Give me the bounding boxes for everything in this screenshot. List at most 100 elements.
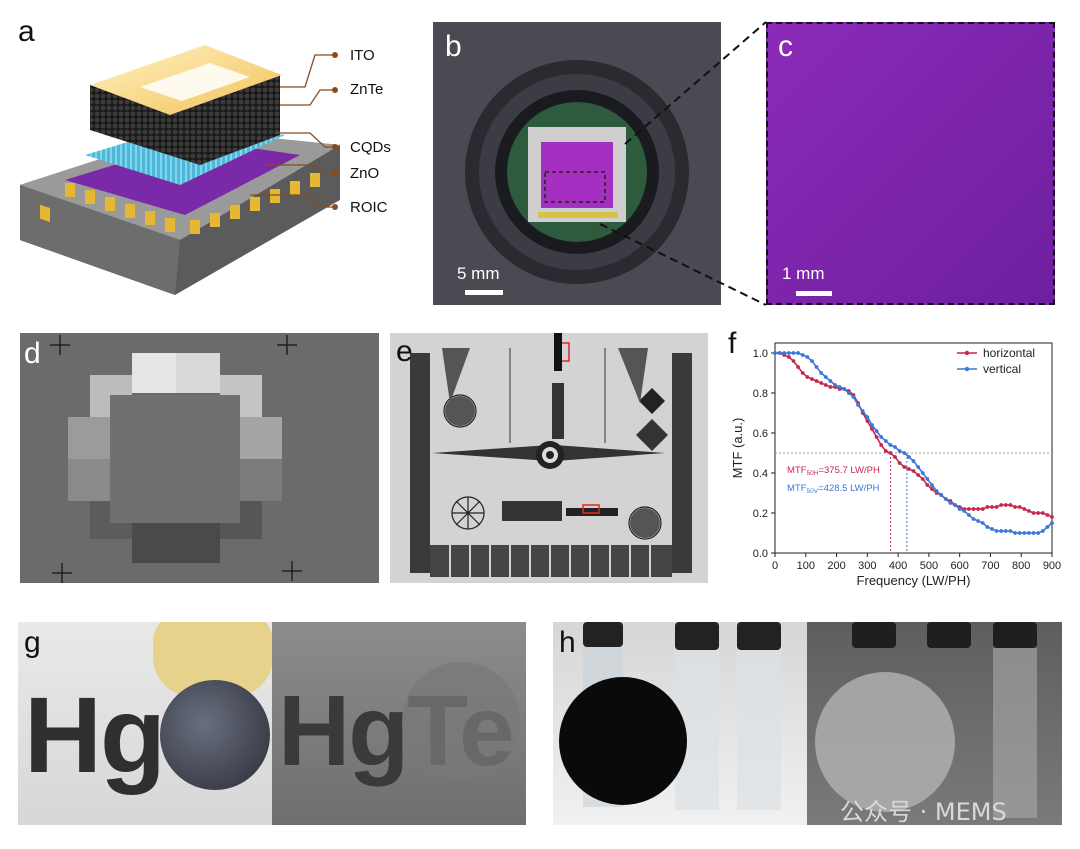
data-point-vertical bbox=[911, 459, 916, 463]
y-tick-label: 0.2 bbox=[753, 508, 768, 520]
data-point-vertical bbox=[985, 525, 990, 529]
data-point-vertical bbox=[1031, 531, 1036, 535]
data-point-vertical bbox=[1027, 531, 1031, 535]
panel-g-label: g bbox=[24, 626, 41, 659]
layer-label-znte: ZnTe bbox=[350, 81, 384, 98]
data-point-horizontal bbox=[971, 507, 976, 511]
y-tick-label: 0.6 bbox=[753, 428, 768, 440]
data-point-vertical bbox=[967, 513, 971, 517]
data-point-vertical bbox=[953, 503, 957, 507]
wafer-infrared bbox=[402, 662, 520, 780]
data-point-horizontal bbox=[1045, 513, 1050, 517]
data-point-horizontal bbox=[786, 355, 791, 359]
data-point-vertical bbox=[860, 409, 865, 413]
data-point-vertical bbox=[934, 489, 939, 493]
x-tick-label: 900 bbox=[1043, 560, 1061, 572]
gray-scale-image bbox=[20, 333, 379, 583]
panel-e-label: e bbox=[396, 335, 413, 368]
data-point-vertical bbox=[980, 521, 985, 525]
panel-c: c 1 mm bbox=[766, 22, 1055, 305]
layer-label-ito: ITO bbox=[350, 47, 375, 64]
data-point-vertical bbox=[906, 455, 911, 459]
data-point-vertical bbox=[773, 351, 777, 355]
mtf50-annotation: MTF50V=428.5 LW/PH bbox=[787, 483, 880, 495]
data-point-horizontal bbox=[916, 473, 921, 477]
legend-label-vertical: vertical bbox=[983, 362, 1021, 376]
data-point-vertical bbox=[999, 529, 1004, 533]
data-point-vertical bbox=[800, 353, 805, 357]
legend-marker-horizontal bbox=[964, 350, 970, 356]
data-point-horizontal bbox=[879, 443, 884, 447]
y-axis-label: MTF (a.u.) bbox=[730, 418, 745, 479]
x-tick-label: 500 bbox=[920, 560, 938, 572]
data-point-vertical bbox=[897, 449, 902, 453]
data-point-vertical bbox=[902, 451, 907, 455]
wafer-visible bbox=[160, 680, 270, 790]
mtf-chart: 0 100 200 300 400 500 600 700 800 900 0.0 0.2 0.4 0.6… bbox=[730, 342, 1061, 588]
data-point-vertical bbox=[971, 517, 976, 521]
data-point-vertical bbox=[823, 375, 828, 379]
panel-a-label: a bbox=[18, 15, 35, 48]
data-point-vertical bbox=[874, 429, 879, 433]
mtf50-annotation: MTF50H=375.7 LW/PH bbox=[787, 465, 880, 477]
data-point-vertical bbox=[994, 529, 999, 533]
data-point-vertical bbox=[1017, 531, 1022, 535]
data-point-horizontal bbox=[819, 381, 824, 385]
data-point-vertical bbox=[879, 435, 884, 439]
x-tick-label: 800 bbox=[1012, 560, 1030, 572]
panel-h: h bbox=[553, 622, 1062, 825]
data-point-vertical bbox=[957, 507, 962, 511]
data-point-vertical bbox=[833, 383, 837, 387]
panel-d-label: d bbox=[24, 337, 41, 370]
data-point-vertical bbox=[791, 351, 796, 355]
x-tick-label: 400 bbox=[889, 560, 907, 572]
y-tick-label: 0.4 bbox=[753, 468, 768, 480]
data-point-horizontal bbox=[791, 359, 796, 363]
data-point-vertical bbox=[856, 403, 860, 407]
x-tick-label: 300 bbox=[858, 560, 876, 572]
data-point-horizontal bbox=[1050, 515, 1054, 519]
data-point-vertical bbox=[805, 355, 810, 359]
x-tick-label: 0 bbox=[772, 560, 778, 572]
data-point-horizontal bbox=[980, 507, 985, 511]
data-point-vertical bbox=[943, 497, 948, 501]
panel-f-label: f bbox=[728, 327, 737, 360]
data-point-horizontal bbox=[985, 505, 990, 509]
data-point-vertical bbox=[1040, 529, 1045, 533]
data-point-horizontal bbox=[828, 385, 833, 389]
data-point-vertical bbox=[1022, 531, 1027, 535]
data-point-horizontal bbox=[1031, 511, 1036, 515]
legend-marker-vertical bbox=[964, 366, 970, 372]
data-point-vertical bbox=[962, 509, 967, 513]
data-point-vertical bbox=[916, 465, 921, 469]
data-point-vertical bbox=[893, 445, 897, 449]
data-point-vertical bbox=[796, 351, 800, 355]
data-point-horizontal bbox=[1008, 503, 1013, 507]
data-point-horizontal bbox=[1040, 511, 1045, 515]
data-point-vertical bbox=[939, 493, 944, 497]
layer-label-cqds: CQDs bbox=[350, 139, 391, 156]
data-point-horizontal bbox=[925, 483, 930, 487]
data-point-horizontal bbox=[994, 505, 999, 509]
data-point-vertical bbox=[1003, 529, 1008, 533]
data-point-horizontal bbox=[883, 449, 888, 453]
watermark: 公众号 · MEMS bbox=[840, 798, 1007, 826]
data-point-vertical bbox=[837, 385, 842, 389]
panel-g: Hg HgTe g bbox=[18, 622, 526, 825]
data-point-horizontal bbox=[902, 465, 907, 469]
panel-b: b 5 mm bbox=[433, 22, 721, 305]
data-point-horizontal bbox=[967, 507, 971, 511]
x-tick-label: 100 bbox=[797, 560, 815, 572]
data-point-horizontal bbox=[990, 505, 994, 509]
resolution-target bbox=[390, 333, 708, 583]
data-point-horizontal bbox=[1013, 505, 1017, 509]
data-point-horizontal bbox=[823, 383, 828, 387]
panel-d: d bbox=[20, 333, 379, 583]
data-point-horizontal bbox=[893, 455, 897, 459]
panel-h-label: h bbox=[559, 626, 576, 659]
data-point-horizontal bbox=[805, 375, 810, 379]
scalebar-c bbox=[796, 291, 832, 296]
data-point-vertical bbox=[948, 501, 953, 505]
data-point-vertical bbox=[870, 423, 874, 427]
data-point-horizontal bbox=[870, 427, 874, 431]
